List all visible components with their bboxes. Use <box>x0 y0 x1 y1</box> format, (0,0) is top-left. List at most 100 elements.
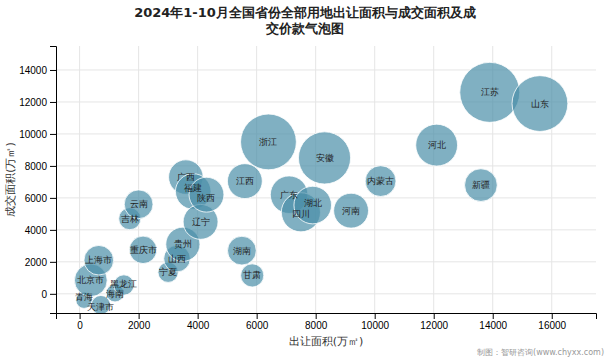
x-tick: 16000 <box>538 313 566 331</box>
y-tick-mark <box>50 70 56 71</box>
y-tick: 14000 <box>19 65 56 76</box>
x-tick-label: 6000 <box>246 320 269 331</box>
x-tick: 4000 <box>187 313 210 331</box>
x-tick-label: 10000 <box>361 320 389 331</box>
x-tick-mark <box>375 313 376 319</box>
y-tick: 0 <box>41 289 56 300</box>
x-tick-mark <box>80 313 81 319</box>
y-tick: 4000 <box>25 225 56 236</box>
point-label: 北京市 <box>77 275 104 285</box>
point-label: 江西 <box>236 176 254 186</box>
y-axis-title: 成交面积(万㎡) <box>4 142 17 217</box>
y-axis: 0 2000 4000 6000 8000 10000 12000 14000 <box>19 47 56 314</box>
x-axis-line <box>57 314 597 320</box>
x-tick-label: 4000 <box>187 320 210 331</box>
y-tick: 12000 <box>19 97 56 108</box>
bubble <box>512 76 568 132</box>
bubble <box>129 236 156 263</box>
y-axis-line <box>50 47 57 314</box>
grid-line <box>56 293 596 294</box>
point-label: 浙江 <box>259 137 277 147</box>
point-label: 安徽 <box>316 153 334 163</box>
y-tick: 2000 <box>25 257 56 268</box>
y-tick-label: 0 <box>41 289 47 300</box>
bubble <box>334 193 369 228</box>
point-label: 广西 <box>177 172 195 182</box>
point-label: 陕西 <box>197 193 215 203</box>
grid-line <box>433 46 434 313</box>
point-label: 云南 <box>130 199 148 209</box>
bubble <box>365 166 396 197</box>
bubble <box>416 124 458 166</box>
grid-line <box>56 69 596 70</box>
point-label: 甘肃 <box>243 270 261 280</box>
point-label: 山西 <box>168 254 186 264</box>
chart: 0 2000 4000 6000 8000 10000 12000 14000 16000 0 20… <box>0 0 610 359</box>
x-tick-mark <box>198 313 199 319</box>
x-tick-mark <box>552 313 553 319</box>
x-tick: 14000 <box>479 313 507 331</box>
y-tick: 10000 <box>19 129 56 140</box>
bubble <box>465 169 498 202</box>
y-tick-label: 2000 <box>25 257 48 268</box>
bubble <box>84 245 114 275</box>
y-tick-label: 6000 <box>25 193 48 204</box>
point-label: 海南 <box>106 289 124 299</box>
y-tick-label: 8000 <box>25 161 48 172</box>
x-tick: 0 <box>77 313 83 331</box>
grid <box>56 46 596 313</box>
point-label: 内蒙古 <box>367 176 394 186</box>
y-tick-label: 4000 <box>25 225 48 236</box>
y-tick-label: 12000 <box>19 97 47 108</box>
x-tick: 12000 <box>420 313 448 331</box>
point-label: 上海市 <box>85 255 112 265</box>
y-tick-mark <box>50 102 56 103</box>
point-label: 重庆市 <box>130 245 157 255</box>
point-label: 湖南 <box>233 246 251 256</box>
bubble <box>241 264 264 287</box>
point-label: 青海 <box>75 292 93 302</box>
x-tick-label: 2000 <box>128 320 151 331</box>
x-tick: 8000 <box>305 313 328 331</box>
point-label: 宁夏 <box>159 267 177 277</box>
plot-area <box>74 62 567 313</box>
point-label: 新疆 <box>472 180 490 190</box>
y-tick-mark <box>50 294 56 295</box>
x-tick: 2000 <box>128 313 151 331</box>
point-label: 河北 <box>428 140 446 150</box>
x-tick-label: 12000 <box>420 320 448 331</box>
y-tick-mark <box>50 230 56 231</box>
y-tick-mark <box>50 134 56 135</box>
bubble <box>241 114 297 170</box>
x-tick: 10000 <box>361 313 389 331</box>
point-label: 广东 <box>280 190 298 200</box>
point-label: 江苏 <box>481 87 499 97</box>
bubble <box>460 62 520 122</box>
point-label: 山东 <box>531 99 549 109</box>
y-tick-mark <box>50 198 56 199</box>
x-axis: 0 2000 4000 6000 8000 10000 12000 14000 16000 <box>57 313 597 331</box>
x-tick-label: 14000 <box>479 320 507 331</box>
x-tick: 6000 <box>246 313 269 331</box>
point-label: 黑龙江 <box>110 279 137 289</box>
y-tick-label: 14000 <box>19 65 47 76</box>
point-label: 辽宁 <box>192 217 210 227</box>
grid-line <box>138 46 139 313</box>
bubble <box>298 132 350 184</box>
bubble <box>227 164 262 199</box>
x-tick-mark <box>493 313 494 319</box>
x-tick-label: 0 <box>77 320 83 331</box>
point-labels: 青海北京市上海市天津市海南黑龙江吉林云南重庆市宁夏山西贵州广西福建辽宁陕西湖南甘… <box>75 87 549 312</box>
point-label: 湖北 <box>304 198 322 208</box>
point-label: 天津市 <box>87 302 114 312</box>
point-label: 四川 <box>292 209 310 219</box>
y-tick-mark <box>50 166 56 167</box>
point-label: 福建 <box>184 183 202 193</box>
x-tick-label: 8000 <box>305 320 328 331</box>
bubble <box>228 236 257 265</box>
bubbles <box>74 62 567 313</box>
x-tick-mark <box>139 313 140 319</box>
point-label: 河南 <box>342 206 360 216</box>
point-label: 吉林 <box>121 214 139 224</box>
x-axis-title: 出让面积(万㎡) <box>289 335 364 348</box>
